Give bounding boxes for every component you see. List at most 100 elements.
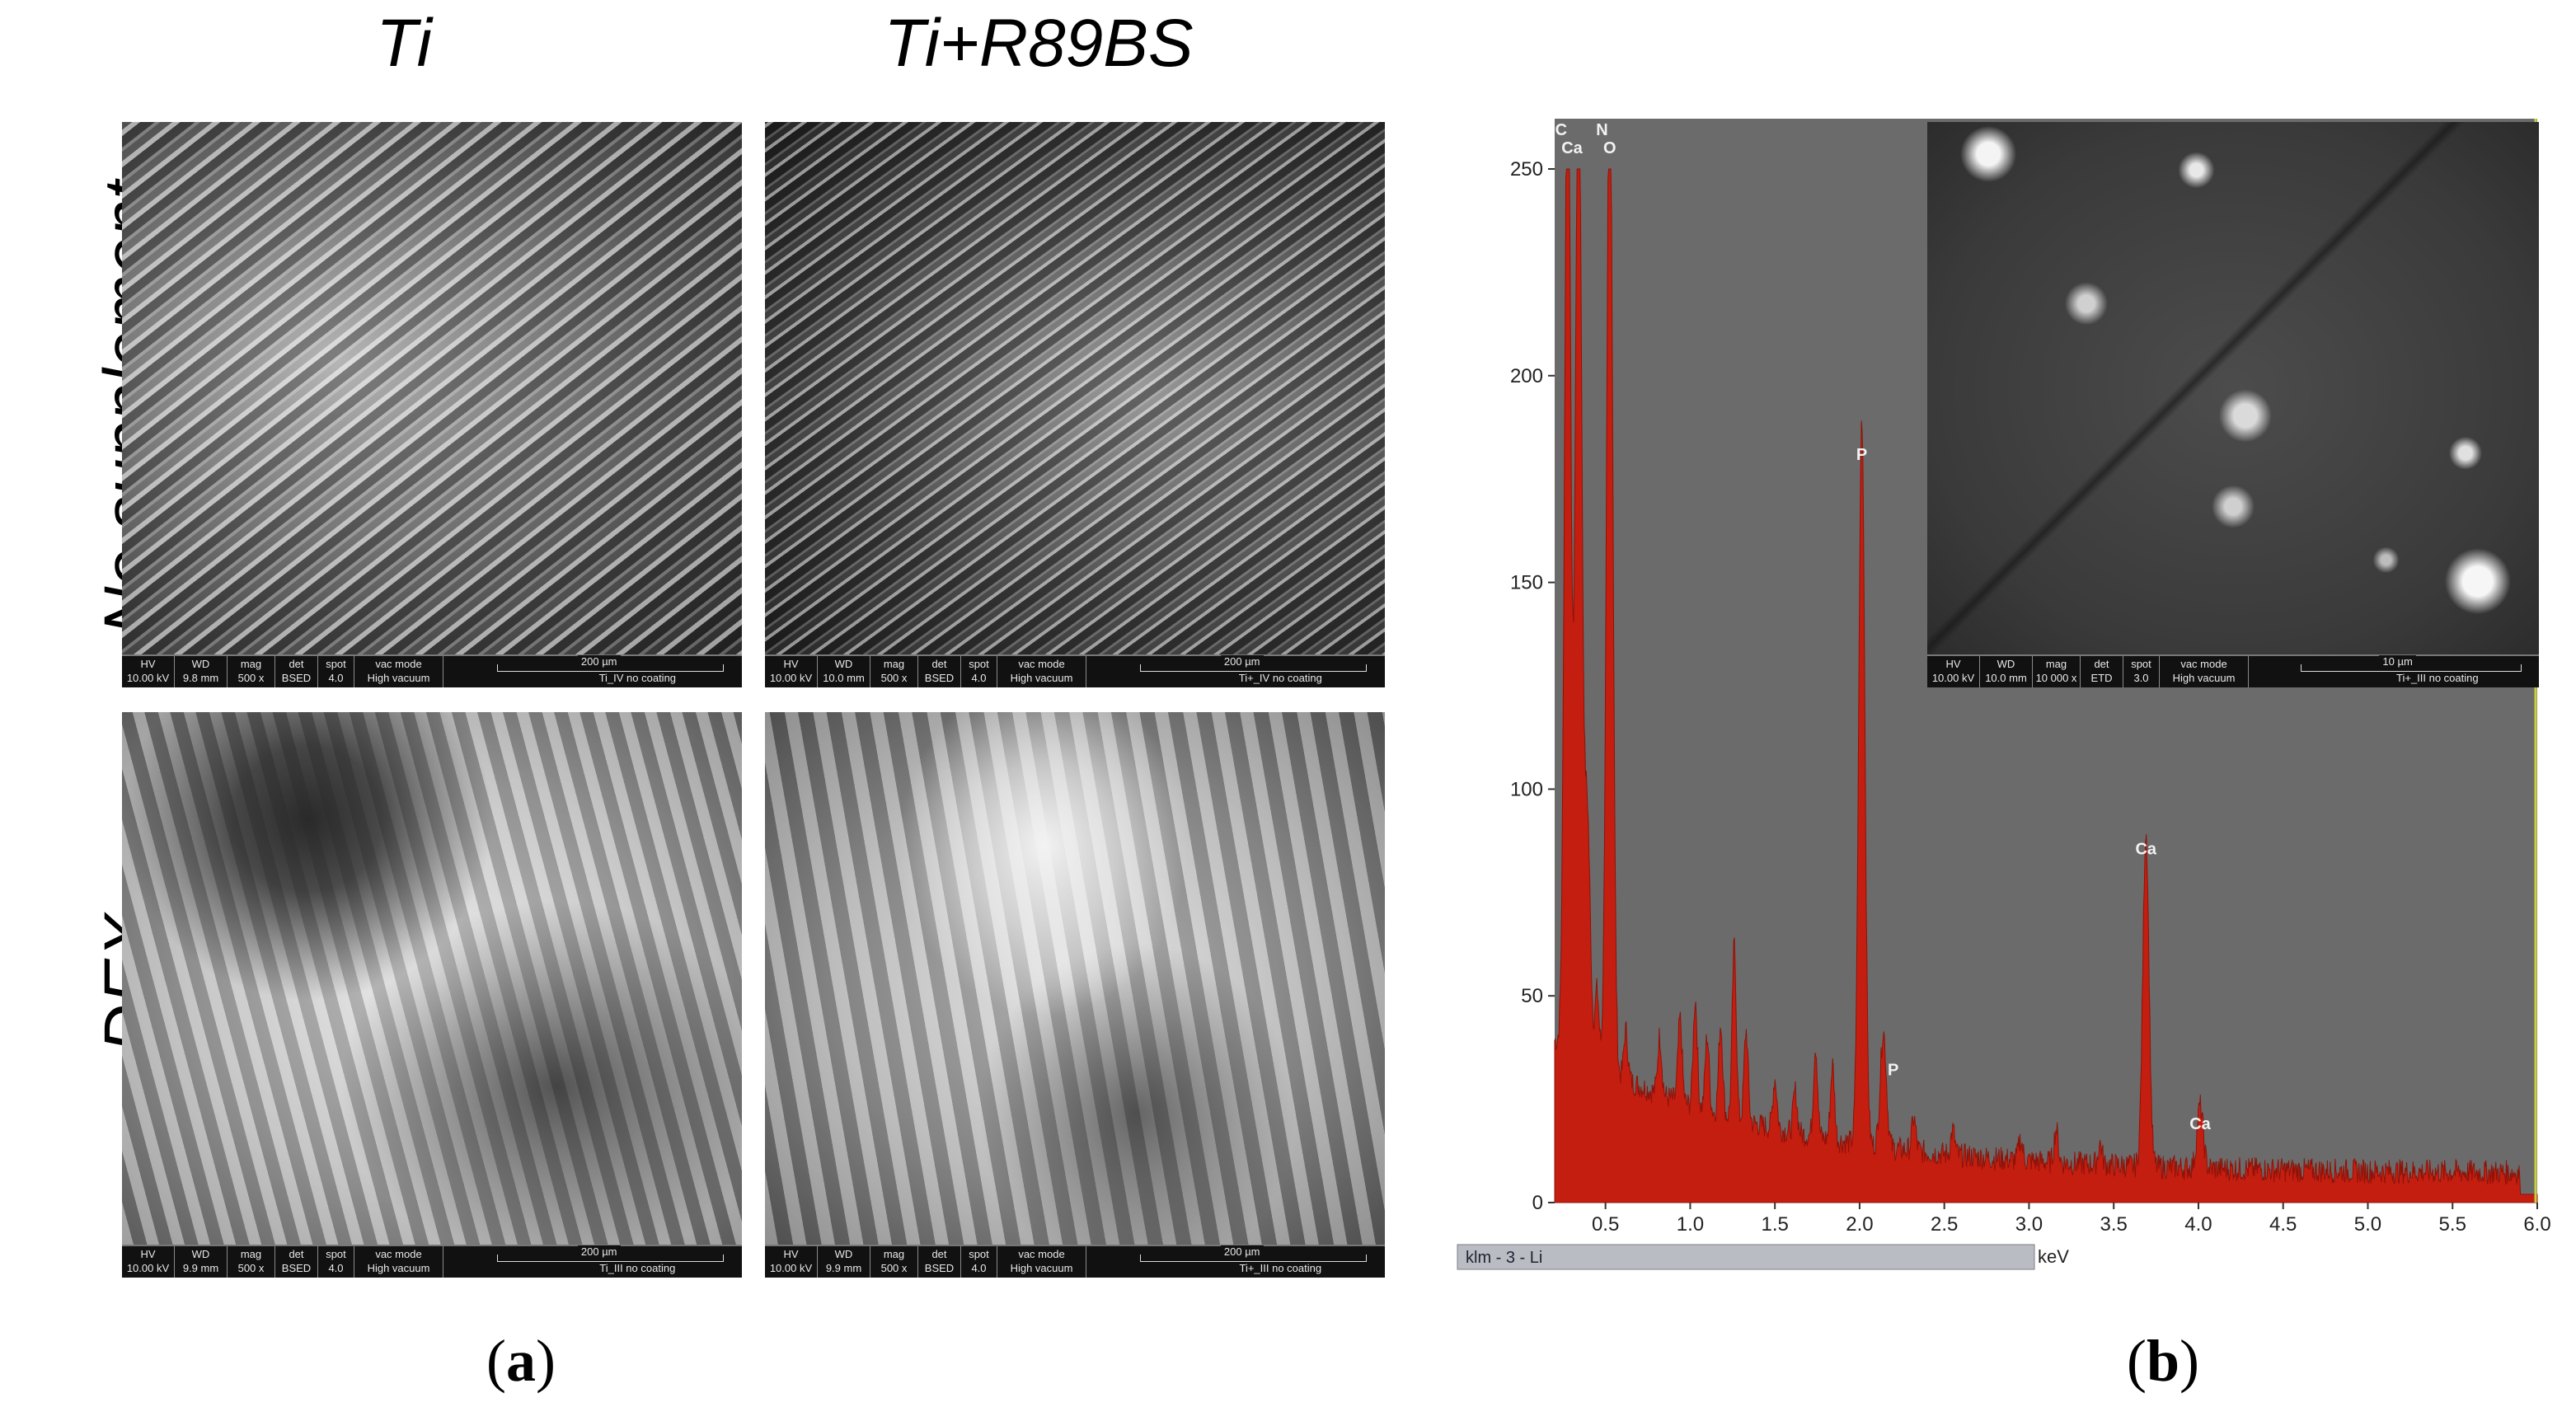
x-axis-label: keV [2038,1246,2069,1267]
sem-info-header: det [289,658,304,670]
sem-info-cell: WD 9.9 mm [175,1246,228,1278]
sem-info-cell: det BSED [275,656,318,687]
x-tick-label: 2.0 [1846,1213,1873,1236]
status-bar [1457,1244,2035,1270]
sem-info-cell: HV 10.00 kV [765,656,818,687]
sem-info-cell: vac mode High vacuum [354,656,443,687]
sem-info-value: 500 x [237,1262,265,1274]
sem-info-value: 4.0 [328,672,344,684]
sem-info-bar: HV 10.00 kV WD 9.9 mm mag 500 x det BSED spot 4.0… [122,1245,742,1278]
sem-info-value: High vacuum [2172,672,2236,684]
sem-info-cell: det BSED [275,1246,318,1278]
sem-info-value: 10.00 kV [769,1262,813,1274]
sem-caption: Ti+_IV no coating [1238,672,1322,684]
sem-info-cell: mag 500 x [870,1246,918,1278]
scale-bar-label: 200 µm [577,655,621,668]
sem-info-value: 3.0 [2133,672,2149,684]
sem-info-header: det [931,658,947,670]
column-title-ti: Ti [376,6,432,81]
sem-info-header: det [931,1248,947,1260]
sem-info-value: 500 x [880,1262,908,1274]
sem-info-header: mag [240,658,262,670]
sem-info-value: 10.00 kV [126,672,170,684]
sem-info-value: 10.00 kV [126,1262,170,1274]
sem-info-value: 10.0 mm [1985,672,2027,684]
x-tick-label: 6.0 [2523,1213,2550,1236]
sem-info-cell: spot 4.0 [318,656,354,687]
sem-info-cell: spot 3.0 [2123,656,2160,687]
scale-bar-label: 200 µm [1220,1245,1264,1258]
sem-info-cell: vac mode High vacuum [997,656,1086,687]
sem-scale-cell: 200 µm Ti+_IV no coating [1086,655,1385,687]
sem-image-ti-r89bs-no-supplement: HV 10.00 kV WD 10.0 mm mag 500 x det BSED spot 4.… [765,122,1385,687]
sem-info-value: 4.0 [971,672,987,684]
sem-scale-cell: 200 µm Ti_IV no coating [443,655,742,687]
sem-info-cell: mag 500 x [228,656,275,687]
sem-info-cell: spot 4.0 [961,656,997,687]
sem-info-cell: det BSED [918,656,961,687]
column-title-ti-r89bs: Ti+R89BS [884,6,1194,81]
sem-info-cell: spot 4.0 [318,1246,354,1278]
scale-bar [1140,664,1368,672]
sem-info-value: High vacuum [1010,672,1073,684]
peak-label: Ca [2189,1115,2211,1133]
sem-info-value: 9.8 mm [182,672,219,684]
y-tick-label: 0 [1532,1192,1543,1214]
sem-info-cell: HV 10.00 kV [1927,656,1980,687]
scale-bar [1140,1255,1368,1262]
sem-info-header: spot [969,1248,989,1260]
sem-caption: Ti_III no coating [599,1262,676,1274]
sem-info-value: 10 000 x [2035,672,2077,684]
sem-info-header: spot [969,658,989,670]
scale-bar-label: 200 µm [577,1245,621,1258]
x-tick-label: 5.5 [2439,1213,2466,1236]
y-tick-label: 150 [1510,572,1543,594]
peak-label: Ca [1561,139,1583,157]
y-tick-label: 250 [1510,158,1543,181]
peak-label: C [1555,121,1567,139]
sem-caption: Ti_IV no coating [598,672,677,684]
sem-info-header: HV [783,658,799,670]
sem-info-value: BSED [281,672,312,684]
sem-info-header: spot [326,1248,346,1260]
y-tick-label: 50 [1521,985,1543,1007]
scale-bar [497,664,725,672]
sem-info-header: det [2094,658,2109,670]
sem-info-value: 9.9 mm [825,1262,862,1274]
sem-info-cell: det ETD [2081,656,2123,687]
scale-bar-label: 200 µm [1220,655,1264,668]
peak-label: N [1596,121,1607,139]
sem-info-cell: HV 10.00 kV [122,1246,175,1278]
sem-info-header: vac mode [2180,658,2227,670]
sem-info-value: 4.0 [328,1262,344,1274]
sem-info-value: 4.0 [971,1262,987,1274]
peak-label: O [1603,139,1616,157]
sem-info-value: BSED [281,1262,312,1274]
sem-info-header: mag [883,658,905,670]
sem-caption: Ti+_III no coating [2395,672,2479,684]
sem-scale-cell: 10 µm Ti+_III no coating [2249,655,2539,687]
spectrum-area [1554,168,2538,1203]
status-bar-label: klm - 3 - Li [1466,1249,1542,1267]
sem-image-ti-dex: HV 10.00 kV WD 9.9 mm mag 500 x det BSED spot 4.0… [122,712,742,1278]
sem-info-header: HV [140,1248,156,1260]
sem-info-header: mag [240,1248,262,1260]
sem-info-cell: vac mode High vacuum [997,1246,1086,1278]
sem-info-cell: mag 10 000 x [2033,656,2081,687]
sem-info-bar: HV 10.00 kV WD 9.8 mm mag 500 x det BSED spot 4.0… [122,654,742,687]
panel-label-b: (b) [2127,1328,2200,1394]
sem-info-value: 10.00 kV [769,672,813,684]
sem-info-cell: HV 10.00 kV [122,656,175,687]
sem-info-cell: vac mode High vacuum [354,1246,443,1278]
sem-info-value: BSED [924,1262,955,1274]
sem-info-header: HV [783,1248,799,1260]
x-tick-label: 4.0 [2184,1213,2212,1236]
sem-info-cell: mag 500 x [228,1246,275,1278]
sem-micrograph [1927,122,2539,656]
sem-info-header: vac mode [1018,1248,1065,1260]
sem-info-header: WD [191,658,210,670]
sem-image-ti-no-supplement: HV 10.00 kV WD 9.8 mm mag 500 x det BSED spot 4.0… [122,122,742,687]
sem-info-header: spot [2131,658,2151,670]
scale-bar [2301,664,2522,672]
peak-label: Ca [2135,841,2156,859]
